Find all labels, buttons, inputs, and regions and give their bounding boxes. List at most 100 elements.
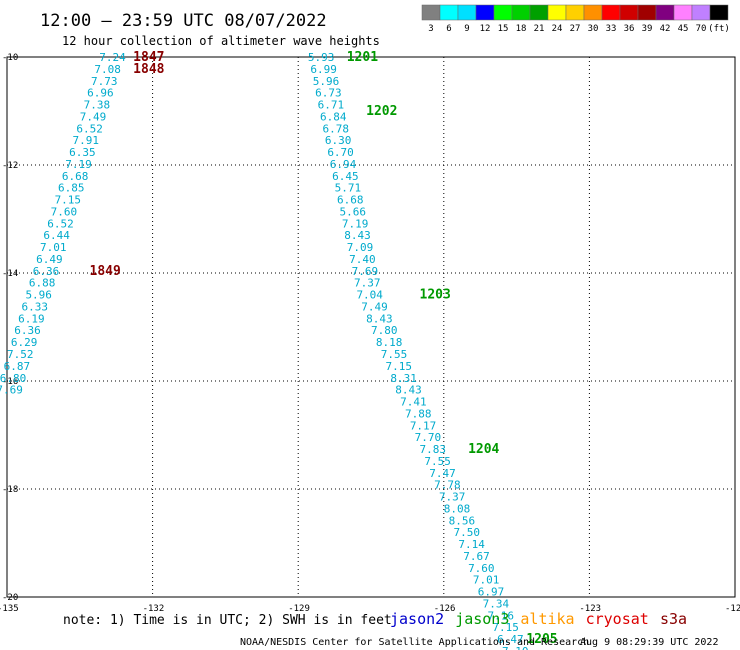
colorbar-swatch <box>511 4 531 21</box>
colorbar-swatch <box>691 4 711 21</box>
wave-height-value: 6.94 <box>330 158 357 171</box>
colorbar-swatch <box>565 4 585 21</box>
wave-height-value: 7.08 <box>94 63 121 76</box>
colorbar-label: 15 <box>498 24 509 34</box>
wave-height-value: 7.14 <box>458 538 485 551</box>
wave-height-value: 6.97 <box>478 586 505 599</box>
wave-height-value: 7.49 <box>361 300 388 313</box>
wave-height-value: 6.29 <box>11 336 38 349</box>
wave-height-value: 5.71 <box>335 182 362 195</box>
colorbar-legend: 3 6 9 12 15 18 21 24 27 30 33 36 39 42 45 70 (ft) <box>421 4 730 34</box>
colorbar-swatch <box>655 4 675 21</box>
y-tick-label: -20 <box>2 593 18 603</box>
wave-height-value: 6.36 <box>33 265 60 278</box>
wave-height-value: 5.93 <box>308 51 335 64</box>
wave-height-value: 7.17 <box>410 419 437 432</box>
wave-height-value: 6.96 <box>87 87 114 100</box>
wave-height-value: 7.19 <box>65 158 92 171</box>
wave-height-value: 7.50 <box>454 526 481 539</box>
wave-height-value: 8.43 <box>366 312 393 325</box>
wave-height-value: 6.52 <box>47 217 74 230</box>
wave-height-value: 7.09 <box>347 241 374 254</box>
wave-height-value: 7.60 <box>51 205 78 218</box>
footer-credit: NOAA/NESDIS Center for Satellite Applica… <box>240 637 589 648</box>
wave-height-value: 7.80 <box>371 324 398 337</box>
wave-height-value: 7.04 <box>356 289 383 302</box>
plot-frame <box>6 56 736 598</box>
satellite-legend: jason2 jason3 altika cryosat s3a <box>390 610 687 628</box>
y-tick-label: -16 <box>2 377 18 387</box>
wave-height-value: 6.80 <box>0 372 26 385</box>
pass-time-label: 1204 <box>468 442 499 457</box>
wave-height-value: 6.49 <box>36 253 63 266</box>
colorbar-swatch <box>439 4 459 21</box>
wave-height-value: 7.70 <box>415 431 442 444</box>
colorbar-swatch <box>421 4 441 21</box>
wave-height-value: 7.15 <box>492 621 519 634</box>
wave-height-value: 6.30 <box>325 134 352 147</box>
x-axis-ticks: -135 -132 -129 -126 -123 -120 <box>0 604 740 614</box>
wave-height-value: 7.52 <box>7 348 34 361</box>
wave-height-value: 6.33 <box>22 300 48 313</box>
wave-height-value: 7.19 <box>342 217 369 230</box>
colorbar-label: 27 <box>570 24 581 34</box>
wave-height-value: 6.44 <box>43 229 70 242</box>
wave-height-value: 7.38 <box>84 99 111 112</box>
pass-time-label: 1201 <box>347 50 378 65</box>
footer-timestamp: Aug 9 08:29:39 UTC 2022 <box>580 637 718 648</box>
wave-height-value: 7.49 <box>80 110 107 123</box>
wave-height-value: 6.68 <box>62 170 89 183</box>
colorbar-label: 21 <box>534 24 545 34</box>
wave-height-value: 7.10 <box>502 645 529 650</box>
satellite-name-altika: altika <box>520 610 574 628</box>
wave-height-value: 7.34 <box>483 597 510 610</box>
wave-height-value: 7.78 <box>434 479 461 492</box>
colorbar-swatch <box>709 4 729 21</box>
wave-height-value: 8.31 <box>390 372 417 385</box>
chart-subtitle: 12 hour collection of altimeter wave hei… <box>62 34 380 48</box>
colorbar-label: 36 <box>624 24 635 34</box>
wave-height-value: 6.87 <box>4 360 31 373</box>
x-tick-label: -135 <box>0 604 19 614</box>
pass-time-label: 1847 <box>133 50 164 65</box>
satellite-name-jason2: jason2 <box>390 610 444 628</box>
wave-height-value: 7.01 <box>473 574 500 587</box>
wave-height-value: 8.56 <box>449 514 476 527</box>
wave-height-value: 7.01 <box>40 241 67 254</box>
colorbar-label: (ft) <box>708 24 730 34</box>
wave-height-value: 7.40 <box>349 253 376 266</box>
pass-time-label: 1203 <box>420 288 451 303</box>
wave-height-value: 6.78 <box>322 122 349 135</box>
colorbar-label: 9 <box>464 24 469 34</box>
wave-height-value: 5.66 <box>339 205 366 218</box>
wave-height-value: 7.16 <box>487 609 513 622</box>
colorbar-label: 39 <box>642 24 653 34</box>
wave-height-value: 6.99 <box>310 63 337 76</box>
wave-height-value: 7.24 <box>99 51 126 64</box>
wave-height-value: 8.43 <box>395 384 422 397</box>
colorbar-label: 24 <box>552 24 563 34</box>
colorbar-label: 70 <box>696 24 707 34</box>
colorbar-swatch <box>529 4 549 21</box>
x-tick-label: -132 <box>143 604 165 614</box>
pass-time-label: 1849 <box>90 264 121 279</box>
wave-height-value: 7.91 <box>73 134 100 147</box>
colorbar-swatch <box>547 4 567 21</box>
x-tick-label: -120 <box>725 604 740 614</box>
satellite-name-cryosat: cryosat <box>586 610 649 628</box>
wave-height-value: 7.73 <box>91 75 118 88</box>
wave-height-value: 7.69 <box>0 384 23 397</box>
satellite-name-s3a: s3a <box>660 610 687 628</box>
x-tick-label: -129 <box>288 604 310 614</box>
footer-note: note: 1) Time is in UTC; 2) SWH is in fe… <box>63 613 392 628</box>
wave-height-value: 7.55 <box>381 348 408 361</box>
wave-height-value: 6.73 <box>315 87 342 100</box>
pass-time-label: 1202 <box>366 104 397 119</box>
wave-height-value: 6.88 <box>29 277 56 290</box>
data-points: 7.247.087.736.967.387.496.527.916.357.19… <box>0 51 529 650</box>
wave-height-value: 6.70 <box>327 146 354 159</box>
wave-height-value: 6.47 <box>497 633 523 646</box>
y-tick-label: -10 <box>2 53 18 63</box>
